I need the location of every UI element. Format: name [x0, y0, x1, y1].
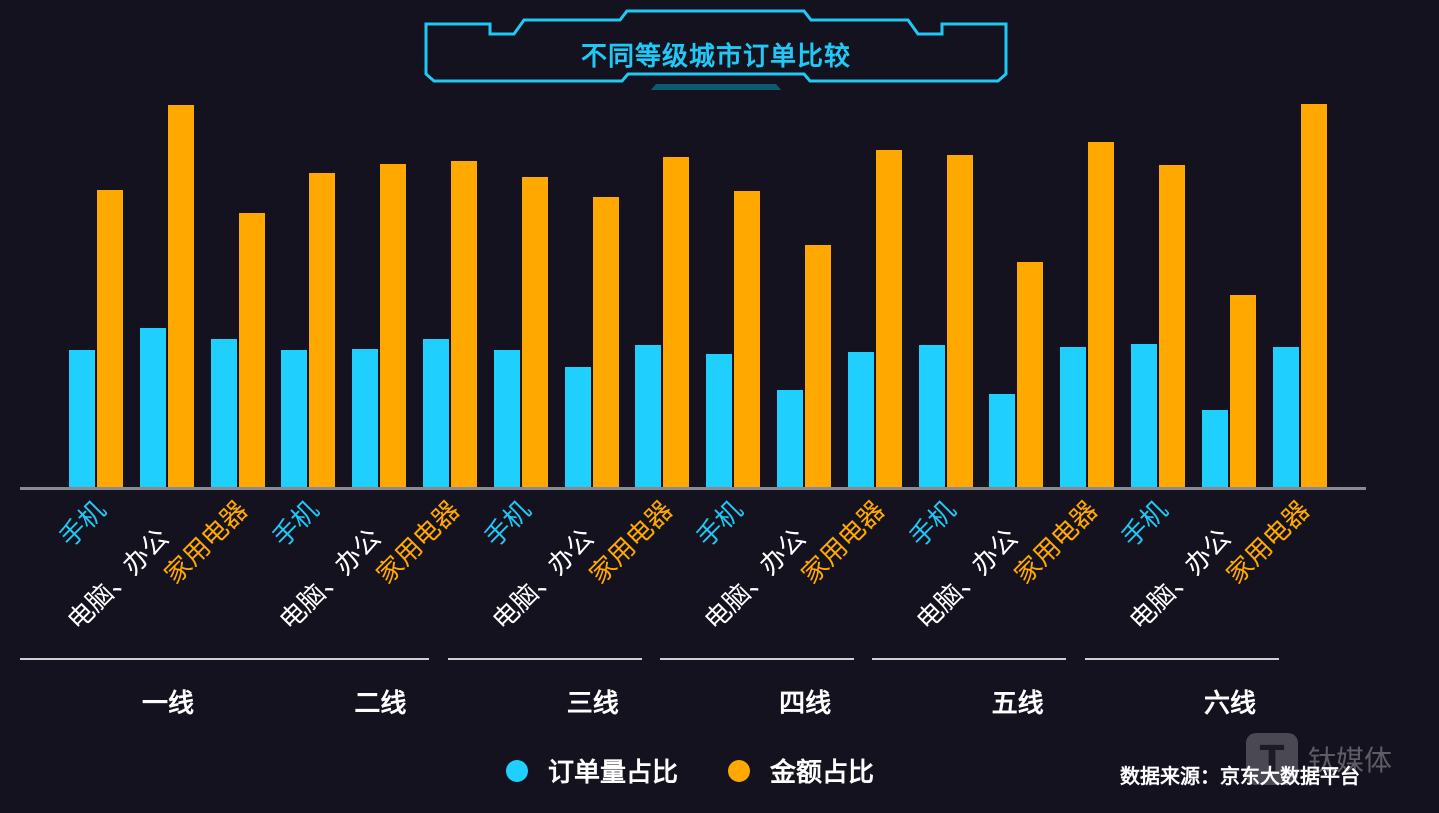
- bar-amount-share[interactable]: [1300, 104, 1327, 488]
- legend-label: 金额占比: [770, 758, 875, 788]
- watermark-logo-icon: T: [1246, 733, 1298, 785]
- bar-order-share[interactable]: [210, 339, 237, 488]
- bar-amount-share[interactable]: [875, 150, 902, 488]
- legend-dot-cyan-icon: [506, 759, 528, 782]
- group-label: 六线: [1203, 689, 1256, 719]
- bar-order-share[interactable]: [989, 394, 1016, 488]
- legend-item-order-share[interactable]: 订单量占比: [506, 752, 678, 789]
- group-divider: [447, 658, 642, 660]
- bar-order-share[interactable]: [1060, 347, 1087, 488]
- bar-order-share[interactable]: [847, 352, 874, 488]
- bar-order-share[interactable]: [1272, 347, 1299, 488]
- title-frame-decoration: [424, 9, 1008, 90]
- bar-order-share[interactable]: [564, 367, 591, 488]
- bar-order-share[interactable]: [281, 350, 308, 488]
- watermark: T 钛媒体: [1246, 733, 1392, 785]
- bar-order-share[interactable]: [706, 354, 733, 488]
- legend-item-amount-share[interactable]: 金额占比: [728, 752, 874, 789]
- bar-order-share[interactable]: [69, 350, 95, 488]
- group-label: 五线: [991, 689, 1044, 719]
- bar-amount-share[interactable]: [663, 157, 690, 488]
- group-divider: [20, 658, 264, 660]
- x-tick-label: 手机: [266, 495, 325, 554]
- bar-order-share[interactable]: [139, 328, 166, 488]
- watermark-text: 钛媒体: [1308, 744, 1393, 777]
- legend: 订单量占比 金额占比: [506, 752, 924, 789]
- bar-order-share[interactable]: [1201, 410, 1228, 488]
- bar-order-share[interactable]: [635, 345, 662, 488]
- bar-amount-share[interactable]: [1088, 142, 1115, 488]
- x-tick-label: 手机: [1116, 495, 1175, 554]
- group-label: 四线: [779, 689, 832, 719]
- bar-order-share[interactable]: [493, 350, 520, 488]
- bar-amount-share[interactable]: [805, 245, 831, 488]
- bar-order-share[interactable]: [777, 390, 803, 488]
- chart-title-frame: 不同等级城市订单比较: [424, 8, 1008, 90]
- bar-order-share[interactable]: [352, 349, 379, 488]
- x-tick-label: 手机: [479, 495, 538, 554]
- group-divider: [1084, 658, 1279, 660]
- bar-amount-share[interactable]: [946, 155, 973, 488]
- group-divider: [659, 658, 854, 660]
- bar-amount-share[interactable]: [734, 191, 761, 488]
- chart-title: 不同等级城市订单比较: [580, 42, 851, 72]
- bar-amount-share[interactable]: [97, 190, 123, 488]
- legend-label: 订单量占比: [548, 758, 679, 788]
- bar-amount-share[interactable]: [1229, 295, 1256, 488]
- group-divider: [235, 658, 430, 660]
- bar-order-share[interactable]: [1131, 344, 1157, 488]
- bar-amount-share[interactable]: [521, 177, 548, 488]
- group-divider: [872, 658, 1067, 660]
- bar-amount-share[interactable]: [592, 197, 619, 488]
- x-tick-label: 手机: [691, 495, 750, 554]
- bar-amount-share[interactable]: [1159, 165, 1185, 488]
- bar-amount-share[interactable]: [238, 213, 265, 488]
- group-label: 三线: [566, 689, 619, 719]
- bar-amount-share[interactable]: [380, 164, 407, 488]
- legend-dot-orange-icon: [728, 759, 751, 782]
- bar-order-share[interactable]: [423, 339, 449, 488]
- x-axis-line: [20, 487, 1366, 490]
- bar-amount-share[interactable]: [309, 173, 336, 488]
- bar-amount-share[interactable]: [451, 161, 477, 488]
- data-source: 数据来源：京东大数据平台: [1120, 764, 1360, 788]
- x-tick-label: 手机: [903, 495, 962, 554]
- bar-order-share[interactable]: [918, 345, 945, 488]
- group-label: 二线: [354, 689, 407, 719]
- group-label: 一线: [141, 689, 194, 719]
- x-tick-label: 手机: [54, 495, 113, 554]
- bar-amount-share[interactable]: [1017, 262, 1044, 488]
- bar-amount-share[interactable]: [167, 105, 194, 488]
